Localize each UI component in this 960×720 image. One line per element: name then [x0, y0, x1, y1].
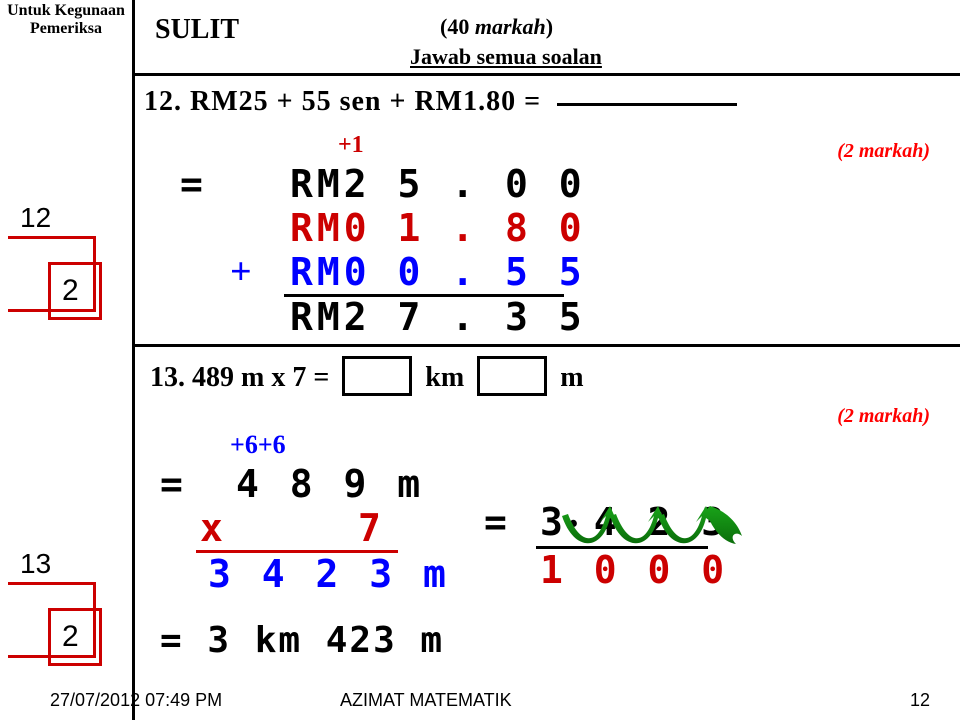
examiner-heading: Untuk Kegunaan Pemeriksa — [0, 2, 132, 38]
q12-markah: (2 markah) — [837, 140, 930, 163]
q12-prompt: 12. RM25 + 55 sen + RM1.80 = — [144, 86, 737, 118]
q13-prompt-post: m — [560, 362, 583, 393]
q12-line3: RM0 0 . 5 5 — [290, 250, 586, 294]
q12-line1: RM2 5 . 0 0 — [290, 162, 586, 206]
q13-line2: 7 — [358, 506, 385, 550]
rule-middle — [132, 344, 960, 347]
q13-prompt: 13. 489 m x 7 = km m — [150, 356, 584, 396]
q13-final-answer: = 3 km 423 m — [160, 620, 444, 661]
margin-q12-label: 12 — [20, 202, 51, 234]
q12-line2: RM0 1 . 8 0 — [290, 206, 586, 250]
examiner-heading-l2: Pemeriksa — [0, 20, 132, 38]
q12-plus: + — [230, 250, 252, 294]
q12-equals: = — [180, 162, 203, 206]
footer-date: 27/07/2012 07:49 PM — [50, 690, 222, 711]
header-sulit: SULIT — [155, 14, 239, 46]
q12-line4: RM2 7 . 3 5 — [290, 295, 586, 339]
q13-answer-box-m — [477, 356, 547, 396]
header-markah: (40 markah) — [440, 14, 553, 40]
header-instruksi: Jawab semua soalan — [410, 44, 602, 70]
rule-top — [132, 73, 960, 76]
q13-answer-box-km — [342, 356, 412, 396]
margin-q13-label: 13 — [20, 548, 51, 580]
margin-q12-value: 2 — [62, 274, 79, 308]
examiner-heading-l1: Untuk Kegunaan — [0, 2, 132, 20]
vertical-divider — [132, 0, 135, 720]
q13-carry: +6+6 — [230, 430, 286, 460]
footer-center: AZIMAT MATEMATIK — [340, 690, 512, 711]
q13-prompt-pre: 13. 489 m x 7 = — [150, 362, 329, 393]
margin-q13-value: 2 — [62, 620, 79, 654]
q13-line1: 4 8 9 m — [236, 462, 424, 506]
q12-answer-blank — [557, 103, 737, 106]
q12-prompt-text: 12. RM25 + 55 sen + RM1.80 = — [144, 86, 541, 117]
footer-page: 12 — [910, 690, 930, 711]
q13-equals: = — [160, 462, 183, 506]
q13-equals-2: = — [484, 500, 507, 544]
q13-line3: 3 4 2 3 m — [208, 552, 450, 596]
q13-markah: (2 markah) — [837, 405, 930, 428]
swoosh-arrows-icon — [560, 496, 750, 556]
q13-prompt-mid: km — [425, 362, 464, 393]
q13-multiply: x — [200, 506, 227, 550]
q12-carry: +1 — [338, 132, 364, 159]
